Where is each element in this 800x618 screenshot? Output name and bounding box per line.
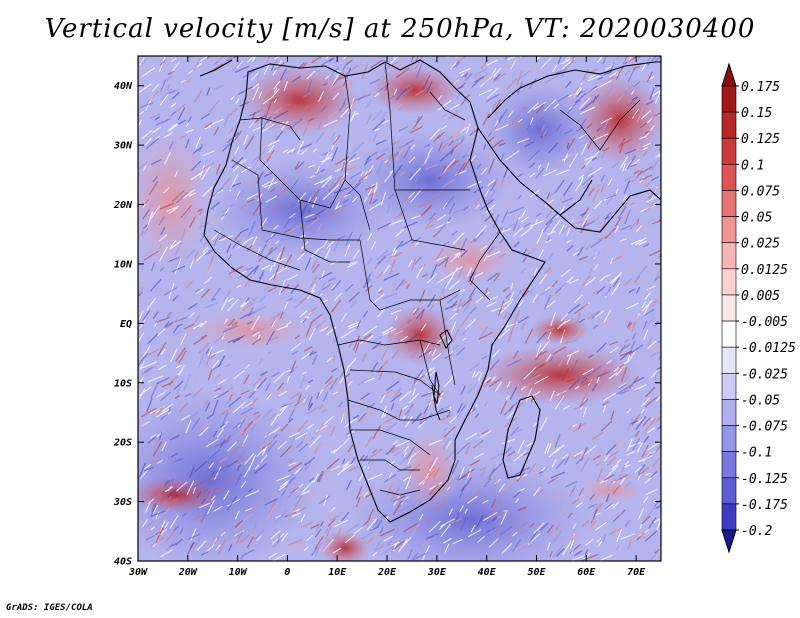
- colorbar-label: -0.1: [741, 446, 772, 461]
- lon-tick-label: 0: [284, 567, 290, 578]
- colorbar-band: [721, 190, 737, 217]
- colorbar-label: -0.175: [741, 498, 788, 513]
- lon-tick-label: 10E: [328, 567, 347, 578]
- colorbar-band: [721, 216, 737, 244]
- credit-text: GrADS: IGES/COLA: [6, 603, 93, 613]
- colorbar-label: 0.05: [741, 211, 772, 226]
- lon-tick-label: 60E: [577, 567, 596, 578]
- colorbar: 0.175 0.15 0.125 0.1 0.075 0.05 0.025 0.0125 0.0…: [721, 62, 796, 554]
- colorbar-band: [721, 451, 737, 479]
- colorbar-band: [721, 346, 737, 374]
- colorbar-band: [721, 425, 737, 452]
- field-texture: [139, 56, 661, 561]
- lat-tick-label: 20N: [113, 200, 133, 211]
- colorbar-label: -0.025: [741, 367, 788, 382]
- lat-tick-label: EQ: [120, 319, 132, 330]
- coastlines: [199, 59, 661, 523]
- chart-title: Vertical velocity [m/s] at 250hPa, VT: 2…: [44, 14, 756, 44]
- lon-tick-label: 20E: [377, 567, 397, 578]
- plot-frame: [137, 55, 662, 562]
- lat-tick-label: 20S: [113, 438, 132, 449]
- colorbar-band: [721, 111, 737, 139]
- lakes: [431, 329, 453, 421]
- colorbar-label: 0.15: [741, 106, 772, 121]
- colorbar-label: -0.2: [741, 524, 772, 539]
- lat-tick-label: 10S: [114, 378, 132, 389]
- lat-axis: 40N 30N 20N 10N EQ 10S 20S 30S 40S: [113, 81, 661, 568]
- lat-tick-label: 10N: [114, 259, 133, 270]
- colorbar-label: 0.1: [741, 158, 764, 173]
- colorbar-label: -0.005: [741, 315, 788, 330]
- colorbar-band: [721, 242, 737, 270]
- colorbar-band: [721, 372, 737, 400]
- colorbar-label: 0.125: [741, 132, 780, 147]
- lat-tick-label: 30S: [113, 497, 132, 508]
- lon-tick-label: 70E: [627, 567, 646, 578]
- lon-tick-label: 50E: [527, 567, 546, 578]
- colorbar-label: -0.125: [741, 472, 788, 487]
- colorbar-label: 0.005: [741, 289, 780, 304]
- velocity-field: [138, 56, 661, 561]
- colorbar-label: -0.075: [741, 420, 788, 435]
- colorbar-bottom-cap: [721, 529, 737, 554]
- colorbar-label: 0.075: [741, 184, 780, 199]
- colorbar-label: -0.05: [741, 393, 780, 408]
- lon-tick-label: 20W: [178, 567, 198, 578]
- colorbar-label: 0.025: [741, 237, 780, 252]
- colorbar-label: -0.0125: [741, 341, 796, 356]
- lon-axis: 30W 20W 10W 0 10E 20E 30E 40E 50E 60E 70E: [128, 56, 646, 578]
- colorbar-band: [721, 399, 737, 426]
- colorbar-band: [721, 164, 737, 191]
- lat-tick-label: 40N: [114, 81, 133, 92]
- colorbar-label: 0.175: [741, 80, 780, 95]
- colorbar-label: 0.0125: [741, 263, 788, 278]
- colorbar-band: [721, 294, 737, 322]
- lon-tick-label: 30E: [427, 567, 447, 578]
- colorbar-top-cap: [721, 62, 737, 87]
- colorbar-band: [721, 503, 737, 531]
- colorbar-band: [721, 137, 737, 165]
- field-texture: [138, 56, 661, 558]
- lon-tick-label: 30W: [128, 567, 148, 578]
- field-texture: [138, 56, 661, 556]
- lat-tick-label: 40S: [114, 557, 132, 568]
- colorbar-band: [721, 477, 737, 505]
- lon-tick-label: 40E: [478, 567, 497, 578]
- colorbar-band: [721, 320, 737, 348]
- colorbar-band: [721, 268, 737, 296]
- lon-tick-label: 10W: [229, 567, 248, 578]
- country-borders: [213, 61, 641, 496]
- lat-tick-label: 30N: [113, 141, 133, 152]
- colorbar-band: [721, 85, 737, 113]
